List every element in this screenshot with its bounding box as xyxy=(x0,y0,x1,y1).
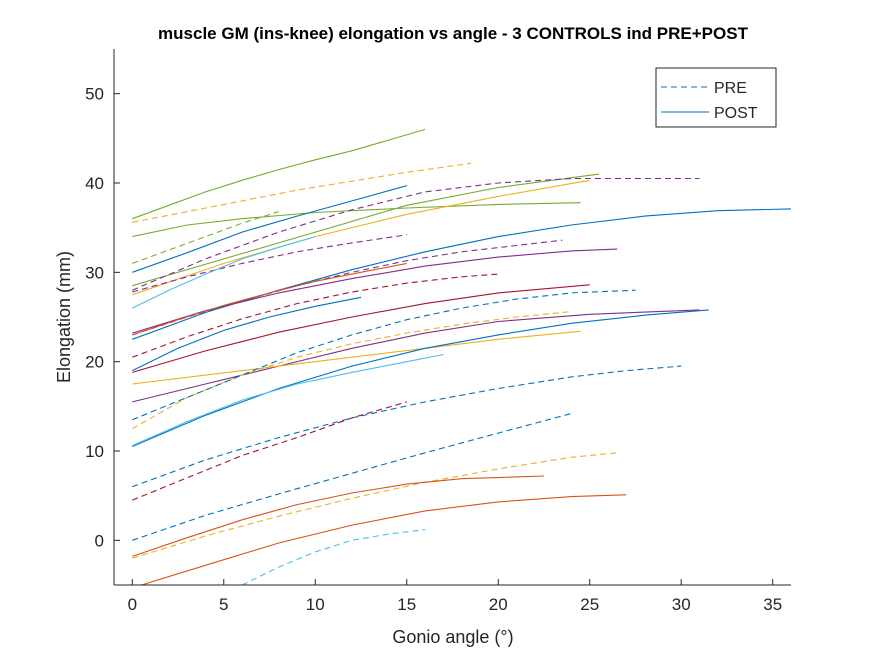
y-tick-label: 50 xyxy=(85,85,104,104)
series-line-7 xyxy=(132,179,590,296)
series-line-25 xyxy=(132,401,407,501)
axes: 0 5 10 15 20 25 30 35 0 10 20 30 40 50 xyxy=(85,49,791,614)
y-tick-label: 0 xyxy=(95,531,104,550)
x-tick-label: 10 xyxy=(306,595,325,614)
series-line-28 xyxy=(132,475,545,557)
x-axis-ticks: 0 5 10 15 20 25 30 35 xyxy=(128,579,782,614)
x-tick-label: 25 xyxy=(580,595,599,614)
series-line-17 xyxy=(132,284,590,373)
series-line-16 xyxy=(132,296,362,372)
series-line-10 xyxy=(132,236,316,309)
series-line-1 xyxy=(132,128,426,220)
legend-pre-label: PRE xyxy=(714,80,747,97)
series-line-20 xyxy=(132,311,572,430)
x-tick-label: 5 xyxy=(219,595,228,614)
series-line-19 xyxy=(132,330,581,385)
y-tick-label: 40 xyxy=(85,174,104,193)
series-line-14 xyxy=(132,262,407,336)
x-tick-label: 15 xyxy=(397,595,416,614)
series-line-3 xyxy=(132,211,279,264)
legend-box xyxy=(655,67,777,128)
legend: PRE POST xyxy=(655,67,777,128)
plot-area xyxy=(114,49,791,585)
series-line-24 xyxy=(132,365,682,488)
series-group xyxy=(132,128,791,585)
x-tick-label: 20 xyxy=(489,595,508,614)
x-tick-label: 35 xyxy=(763,595,782,614)
series-line-8 xyxy=(132,177,700,291)
series-line-23 xyxy=(132,289,636,421)
legend-post-label: POST xyxy=(714,105,758,122)
x-axis-label: Gonio angle (°) xyxy=(392,627,513,647)
series-line-26 xyxy=(132,412,572,541)
series-line-18 xyxy=(132,309,700,403)
series-line-6 xyxy=(132,173,599,287)
series-line-15 xyxy=(132,273,499,358)
series-line-27 xyxy=(132,452,618,559)
y-axis-label: Elongation (mm) xyxy=(54,251,74,383)
y-tick-label: 30 xyxy=(85,263,104,282)
x-tick-label: 30 xyxy=(672,595,691,614)
series-line-9 xyxy=(132,234,407,293)
series-line-5 xyxy=(132,185,407,273)
series-line-2 xyxy=(132,162,471,223)
series-line-4 xyxy=(132,202,581,238)
series-line-22 xyxy=(132,353,444,447)
series-line-21 xyxy=(132,309,709,448)
series-line-30 xyxy=(241,529,426,585)
y-axis-ticks: 0 10 20 30 40 50 xyxy=(85,85,120,550)
y-tick-label: 10 xyxy=(85,442,104,461)
y-tick-label: 20 xyxy=(85,353,104,372)
series-line-29 xyxy=(141,494,627,585)
x-tick-label: 0 xyxy=(128,595,137,614)
chart-title: muscle GM (ins-knee) elongation vs angle… xyxy=(158,24,749,43)
